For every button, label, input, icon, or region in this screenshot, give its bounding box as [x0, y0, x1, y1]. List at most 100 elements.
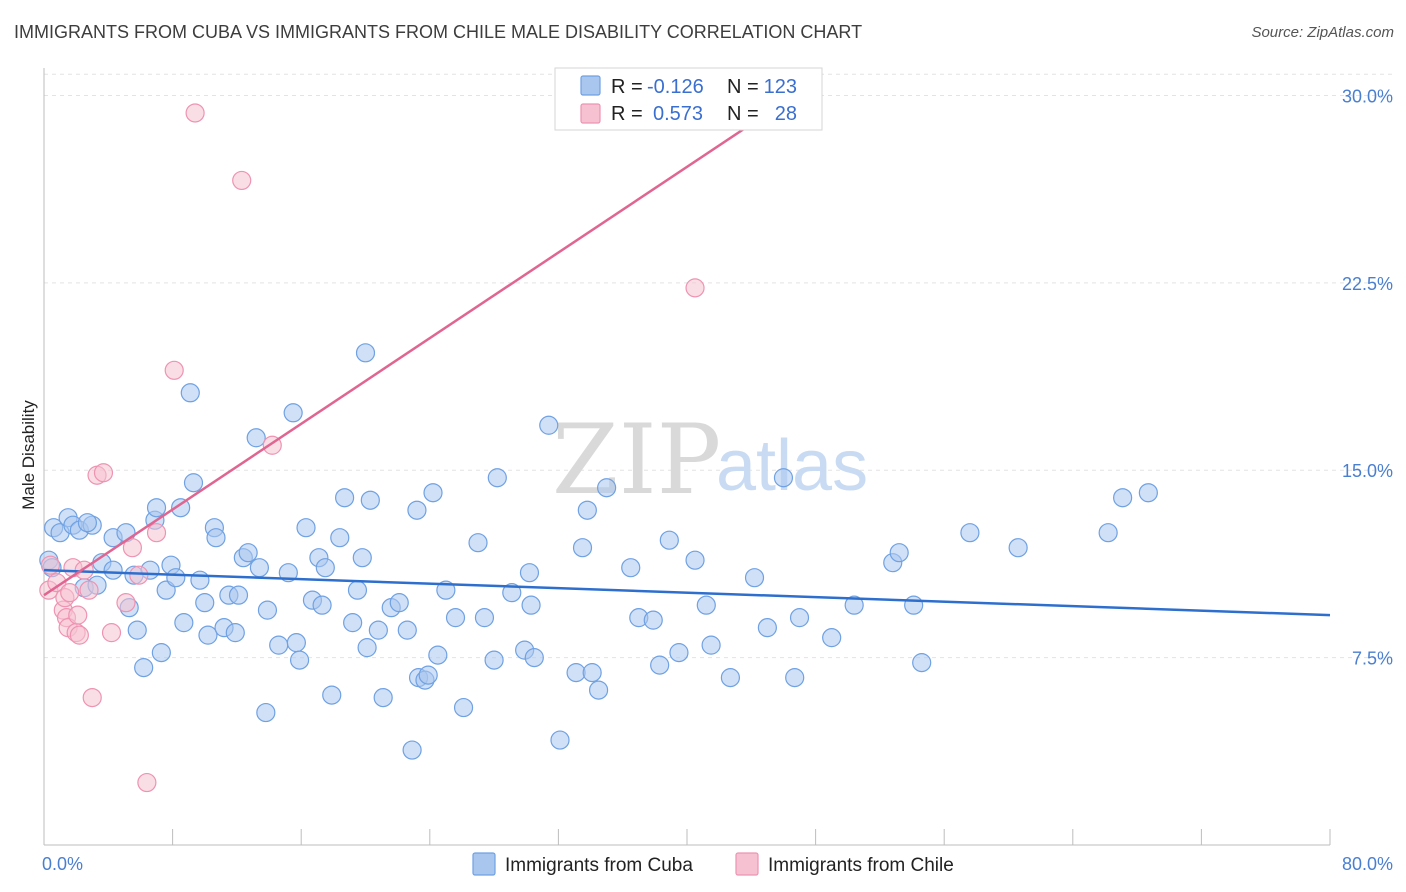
cuba-point-32	[198, 625, 218, 645]
cuba-point-99	[650, 655, 670, 675]
cuba-point-46	[278, 563, 298, 583]
cuba-point-56	[330, 528, 350, 548]
legend-chile-swatch	[735, 852, 759, 876]
legend-chile-label: Immigrants from Chile	[768, 855, 954, 876]
cuba-point-29	[180, 383, 200, 403]
cuba-point-38	[228, 585, 249, 605]
chile-point-21	[146, 523, 167, 543]
cuba-point-12	[103, 560, 123, 580]
cuba-point-68	[397, 620, 417, 640]
cuba-point-49	[289, 650, 310, 670]
chile-point-19	[129, 565, 149, 585]
cuba-point-112	[844, 595, 864, 615]
chile-point-15	[93, 463, 114, 483]
trendlines	[43, 106, 1331, 617]
cuba-point-73	[418, 665, 438, 685]
cuba-point-82	[487, 468, 507, 488]
chile-point-18	[122, 538, 143, 558]
cuba-point-21	[146, 498, 167, 518]
cuba-point-105	[720, 668, 741, 688]
y-tick-label-3: 30.0%	[1342, 86, 1393, 106]
cuba-point-27	[174, 613, 194, 633]
cuba-point-43	[256, 702, 276, 723]
cuba-point-67	[389, 593, 409, 613]
cuba-point-86	[521, 595, 541, 615]
y-tick-label-1: 15.0%	[1342, 461, 1393, 481]
gridlines	[44, 73, 1392, 659]
cuba-point-18	[134, 658, 154, 678]
cuba-point-60	[352, 548, 372, 568]
cuba-point-59	[347, 580, 368, 600]
legend: Immigrants from Cuba Immigrants from Chi…	[472, 852, 954, 876]
cuba-point-111	[822, 628, 842, 648]
cuba-point-121	[1138, 483, 1158, 503]
cuba-point-50	[296, 518, 316, 538]
y-tick-label-0: 7.5%	[1352, 649, 1393, 669]
cuba-point-57	[335, 488, 355, 508]
cuba-point-108	[773, 468, 794, 488]
cuba-point-101	[669, 643, 689, 663]
cuba-point-70	[407, 500, 427, 520]
chile-point-6	[60, 583, 80, 603]
chile-point-10	[69, 625, 89, 645]
stats-chile-r-label: R =	[611, 103, 643, 125]
cuba-point-58	[343, 613, 363, 633]
stats-cuba-n-value: 123	[764, 76, 797, 98]
chile-point-1	[47, 573, 67, 593]
stats-cuba-swatch	[580, 75, 601, 96]
chile-point-16	[101, 623, 122, 643]
cuba-point-74	[423, 483, 443, 503]
watermark: ZIP atlas	[552, 404, 868, 516]
chart-title: IMMIGRANTS FROM CUBA VS IMMIGRANTS FROM …	[14, 22, 863, 42]
cuba-point-95	[597, 478, 617, 498]
cuba-point-100	[659, 530, 679, 550]
cuba-point-115	[904, 595, 924, 615]
cuba-point-44	[257, 600, 278, 620]
cuba-point-34	[206, 528, 226, 548]
y-axis-label: Male Disability	[19, 400, 38, 510]
chile-point-20	[137, 772, 157, 793]
cuba-point-87	[524, 648, 544, 668]
cuba-point-41	[246, 428, 266, 448]
cuba-point-22	[151, 643, 171, 663]
cuba-point-25	[166, 568, 186, 588]
cuba-point-118	[1008, 538, 1028, 558]
cuba-point-85	[519, 563, 540, 583]
stats-cuba-r-label: R =	[611, 76, 643, 98]
cuba-point-62	[357, 638, 377, 658]
cuba-point-75	[428, 645, 448, 665]
cuba-trendline	[43, 568, 1331, 617]
cuba-point-53	[312, 595, 332, 615]
cuba-point-61	[355, 343, 376, 363]
cuba-point-107	[757, 618, 777, 638]
watermark-zip: ZIP	[552, 404, 721, 516]
legend-cuba-label: Immigrants from Cuba	[505, 855, 693, 876]
stats-cuba-r-value: -0.126	[647, 76, 704, 98]
chile-point-24	[232, 170, 252, 191]
cuba-point-110	[789, 608, 810, 628]
cuba-point-116	[912, 653, 932, 673]
cuba-point-8	[77, 513, 98, 533]
cuba-point-31	[195, 593, 215, 613]
cuba-point-79	[468, 533, 488, 553]
stats-chile-swatch	[580, 103, 601, 124]
cuba-point-117	[960, 523, 980, 543]
cuba-point-90	[566, 663, 586, 683]
cuba-point-47	[283, 403, 303, 423]
cuba-point-40	[238, 543, 258, 563]
cuba-point-91	[572, 538, 593, 558]
x-tick-labels: 0.0% 80.0%	[42, 854, 1393, 874]
chile-point-23	[185, 103, 205, 123]
cuba-point-102	[685, 550, 705, 570]
cuba-point-83	[502, 583, 522, 603]
watermark-atlas: atlas	[716, 426, 868, 506]
cuba-point-109	[785, 668, 805, 688]
x-tick-label-end: 80.0%	[1342, 854, 1393, 874]
cuba-point-103	[696, 595, 716, 615]
cuba-point-88	[539, 415, 559, 435]
chile-trendline	[43, 106, 777, 597]
cuba-point-55	[322, 685, 342, 705]
source-note: Source: ZipAtlas.com	[1251, 24, 1394, 41]
cuba-point-81	[484, 650, 504, 670]
